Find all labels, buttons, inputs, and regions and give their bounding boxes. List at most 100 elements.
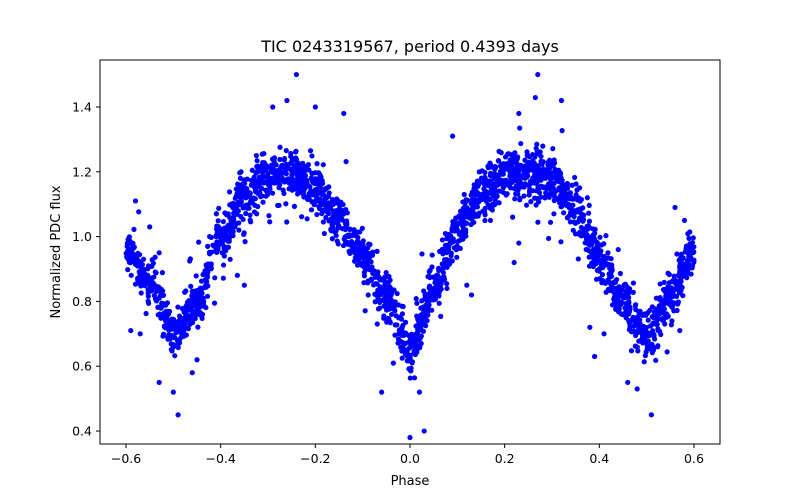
data-point xyxy=(392,322,398,328)
data-point xyxy=(292,149,299,155)
data-point xyxy=(241,193,247,200)
data-point xyxy=(153,270,159,276)
data-point xyxy=(139,269,145,275)
data-point xyxy=(488,162,494,168)
data-point xyxy=(592,230,598,236)
data-point xyxy=(231,216,237,222)
data-point xyxy=(419,298,425,304)
data-point xyxy=(515,191,521,197)
data-point xyxy=(403,330,409,336)
data-point xyxy=(475,191,481,197)
data-point xyxy=(662,301,668,307)
data-point xyxy=(220,275,226,281)
data-point xyxy=(492,166,498,172)
data-point xyxy=(361,245,367,251)
data-point xyxy=(227,222,233,228)
data-point xyxy=(424,297,430,303)
data-point xyxy=(501,179,508,185)
data-point xyxy=(461,191,467,198)
data-point xyxy=(319,191,325,198)
data-point xyxy=(189,288,195,294)
data-point xyxy=(158,286,164,293)
y-axis-label: Normalized PDC flux xyxy=(49,185,64,318)
data-point xyxy=(551,159,557,165)
data-point xyxy=(295,160,301,166)
data-point xyxy=(538,194,544,200)
data-point xyxy=(678,255,684,261)
data-point xyxy=(522,157,528,163)
data-point xyxy=(563,194,569,201)
data-point xyxy=(655,344,661,350)
data-point xyxy=(544,186,550,192)
data-point xyxy=(666,280,672,286)
data-point xyxy=(544,168,550,175)
data-point xyxy=(228,231,234,238)
data-point xyxy=(258,185,264,191)
data-point xyxy=(635,313,641,320)
chart-title: TIC 0243319567, period 0.4393 days xyxy=(260,37,559,56)
data-point xyxy=(608,287,614,293)
data-point xyxy=(205,283,211,289)
data-point xyxy=(396,302,402,308)
data-point xyxy=(243,210,249,217)
data-point xyxy=(587,324,593,330)
data-point xyxy=(677,327,683,334)
data-point xyxy=(583,246,589,253)
data-point xyxy=(440,269,446,276)
data-point xyxy=(463,214,469,220)
data-point xyxy=(561,210,567,216)
data-point xyxy=(247,212,253,218)
data-point xyxy=(622,295,628,301)
data-point xyxy=(253,170,259,176)
data-point xyxy=(343,223,349,229)
data-point xyxy=(315,170,322,176)
plot-frame xyxy=(99,59,721,445)
data-point xyxy=(203,262,209,268)
data-point xyxy=(521,193,527,199)
data-point xyxy=(332,208,339,214)
data-point xyxy=(623,291,629,297)
data-point xyxy=(220,250,226,256)
data-point xyxy=(155,284,161,290)
data-point xyxy=(449,228,455,234)
y-tick-label: 0.4 xyxy=(72,424,92,439)
data-point xyxy=(649,350,655,356)
data-point xyxy=(296,179,302,185)
data-point xyxy=(216,205,222,211)
data-point xyxy=(605,255,612,261)
data-point xyxy=(344,241,350,247)
data-point xyxy=(389,311,395,318)
data-point xyxy=(387,320,393,326)
data-point xyxy=(311,202,317,208)
data-point xyxy=(442,259,449,266)
data-point xyxy=(212,275,218,281)
data-point xyxy=(309,153,315,159)
data-point xyxy=(345,232,351,238)
data-point xyxy=(657,281,663,287)
data-point xyxy=(414,329,421,335)
data-point xyxy=(273,162,279,168)
data-point xyxy=(383,295,390,301)
data-point xyxy=(263,187,269,193)
data-point xyxy=(328,206,334,212)
data-point xyxy=(551,211,557,217)
data-point xyxy=(686,235,692,242)
data-point xyxy=(397,338,404,344)
data-point xyxy=(178,325,184,331)
data-point xyxy=(207,251,213,257)
data-point xyxy=(314,161,320,167)
data-point xyxy=(547,219,554,225)
data-point xyxy=(626,320,633,326)
data-point xyxy=(131,226,137,232)
data-point xyxy=(532,180,538,186)
data-point xyxy=(255,203,261,210)
data-point xyxy=(299,214,305,220)
data-point xyxy=(426,292,432,298)
data-point xyxy=(234,272,240,278)
data-point xyxy=(578,224,584,231)
data-point xyxy=(232,212,238,218)
data-point xyxy=(291,163,297,169)
data-point xyxy=(601,241,607,247)
data-point xyxy=(594,245,600,251)
data-point xyxy=(483,178,489,184)
